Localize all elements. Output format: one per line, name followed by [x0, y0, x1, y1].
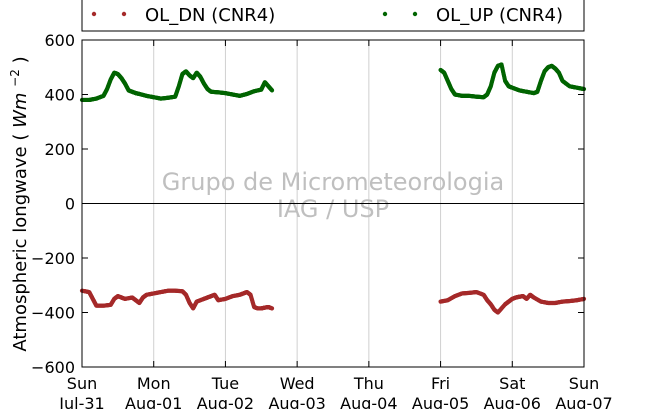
- x-tick-label-day: Sun: [569, 374, 599, 393]
- y-tick-label: −400: [31, 304, 75, 323]
- y-axis-unit-exp: −2: [8, 69, 22, 87]
- y-tick-label: 200: [44, 140, 75, 159]
- x-tick-label-day: Sun: [67, 374, 97, 393]
- x-axis: SunJul-31MonAug-01TueAug-02WedAug-03ThuA…: [58, 40, 613, 409]
- x-tick-label-day: Wed: [280, 374, 315, 393]
- y-axis-label: Atmospheric longwave ( Wm −2 ): [3, 56, 31, 351]
- legend-entry-dn: OL_DN (CNR4): [91, 5, 275, 26]
- watermark-line: Grupo de Micrometeorologia: [162, 168, 504, 196]
- x-tick-label-day: Fri: [431, 374, 450, 393]
- x-tick-label-date: Aug-06: [484, 394, 541, 409]
- legend-entry-up: OL_UP (CNR4): [382, 5, 563, 26]
- y-tick-label: 0: [65, 195, 75, 214]
- data-point: [269, 306, 275, 311]
- legend-marker-dn: [121, 11, 127, 17]
- legend-marker-up: [412, 11, 418, 17]
- y-tick-label: 600: [44, 31, 75, 50]
- x-tick-label-date: Jul-31: [58, 394, 104, 409]
- watermark-line: IAG / USP: [277, 195, 389, 223]
- y-axis-label-text: Atmospheric longwave: [10, 146, 31, 351]
- x-tick-label-day: Sat: [499, 374, 525, 393]
- legend-label-up: OL_UP (CNR4): [436, 5, 563, 26]
- x-tick-label-date: Aug-05: [412, 394, 469, 409]
- y-axis-unit-base: Wm: [10, 93, 31, 128]
- legend: OL_DN (CNR4) OL_UP (CNR4): [81, 0, 585, 32]
- legend-marker-up: [382, 11, 388, 17]
- y-axis-unit-close: ): [10, 56, 31, 63]
- y-tick-label: −600: [31, 358, 75, 377]
- data-point: [269, 88, 275, 93]
- x-tick-label-date: Aug-07: [555, 394, 612, 409]
- x-tick-label-day: Mon: [137, 374, 171, 393]
- y-tick-label: −200: [31, 249, 75, 268]
- x-tick-label-day: Tue: [211, 374, 239, 393]
- y-axis: 600 400 200 0 −200 −400 −600: [31, 31, 584, 377]
- series-0: [79, 288, 587, 315]
- legend-frame: [81, 0, 585, 32]
- legend-label-dn: OL_DN (CNR4): [145, 5, 275, 26]
- x-tick-label-date: Aug-02: [197, 394, 254, 409]
- x-tick-label-date: Aug-01: [125, 394, 182, 409]
- x-tick-label-date: Aug-04: [340, 394, 397, 409]
- x-tick-label-date: Aug-03: [268, 394, 325, 409]
- y-tick-label: 400: [44, 86, 75, 105]
- x-tick-label-day: Thu: [353, 374, 384, 393]
- series-1: [79, 62, 587, 103]
- legend-marker-dn: [91, 11, 97, 17]
- y-axis-unit-open: (: [10, 134, 31, 141]
